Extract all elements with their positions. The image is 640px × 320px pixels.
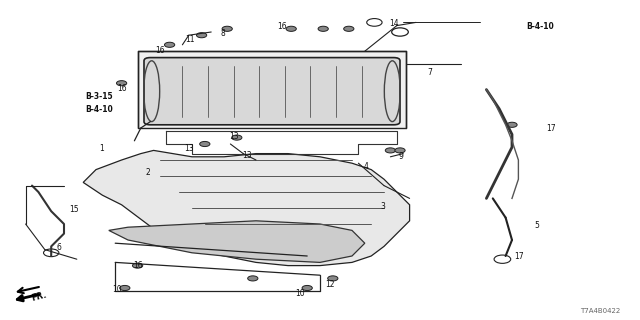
Text: 6: 6 — [56, 244, 61, 252]
Text: 14: 14 — [389, 19, 399, 28]
Circle shape — [328, 276, 338, 281]
Text: 4: 4 — [364, 162, 369, 171]
Circle shape — [507, 122, 517, 127]
Text: 16: 16 — [117, 84, 127, 93]
Circle shape — [344, 26, 354, 31]
Circle shape — [318, 26, 328, 31]
Text: 8: 8 — [221, 29, 225, 38]
FancyBboxPatch shape — [144, 58, 400, 125]
Text: B-3-15: B-3-15 — [85, 92, 113, 101]
Text: 3: 3 — [381, 202, 386, 211]
Circle shape — [385, 148, 396, 153]
Circle shape — [164, 42, 175, 47]
Circle shape — [248, 276, 258, 281]
Text: 15: 15 — [69, 205, 79, 214]
Text: 13: 13 — [242, 151, 252, 160]
Text: 10: 10 — [296, 289, 305, 298]
Text: 5: 5 — [534, 221, 540, 230]
Text: 16: 16 — [156, 46, 165, 55]
Circle shape — [196, 33, 207, 38]
Text: B-4-10: B-4-10 — [526, 22, 554, 31]
Text: T7A4B0422: T7A4B0422 — [580, 308, 621, 314]
Circle shape — [222, 26, 232, 31]
Text: 1: 1 — [99, 144, 104, 153]
Text: 17: 17 — [546, 124, 556, 132]
Circle shape — [116, 81, 127, 86]
Circle shape — [200, 141, 210, 147]
Polygon shape — [83, 150, 410, 266]
FancyBboxPatch shape — [138, 51, 406, 128]
Text: 12: 12 — [325, 280, 335, 289]
Circle shape — [286, 26, 296, 31]
Text: 16: 16 — [277, 22, 287, 31]
Text: 17: 17 — [514, 252, 524, 261]
Text: 10: 10 — [112, 285, 122, 294]
Text: 16: 16 — [133, 261, 143, 270]
Circle shape — [232, 135, 242, 140]
Text: 7: 7 — [428, 68, 433, 76]
Text: 11: 11 — [186, 35, 195, 44]
Circle shape — [395, 148, 405, 153]
Text: 9: 9 — [399, 152, 404, 161]
Text: 13: 13 — [229, 132, 239, 141]
Circle shape — [120, 285, 130, 291]
Text: B-4-10: B-4-10 — [85, 105, 113, 114]
Polygon shape — [109, 221, 365, 262]
Text: FR.: FR. — [31, 291, 48, 303]
Text: 13: 13 — [184, 144, 194, 153]
Circle shape — [302, 285, 312, 291]
Text: 2: 2 — [146, 168, 150, 177]
Circle shape — [132, 263, 143, 268]
